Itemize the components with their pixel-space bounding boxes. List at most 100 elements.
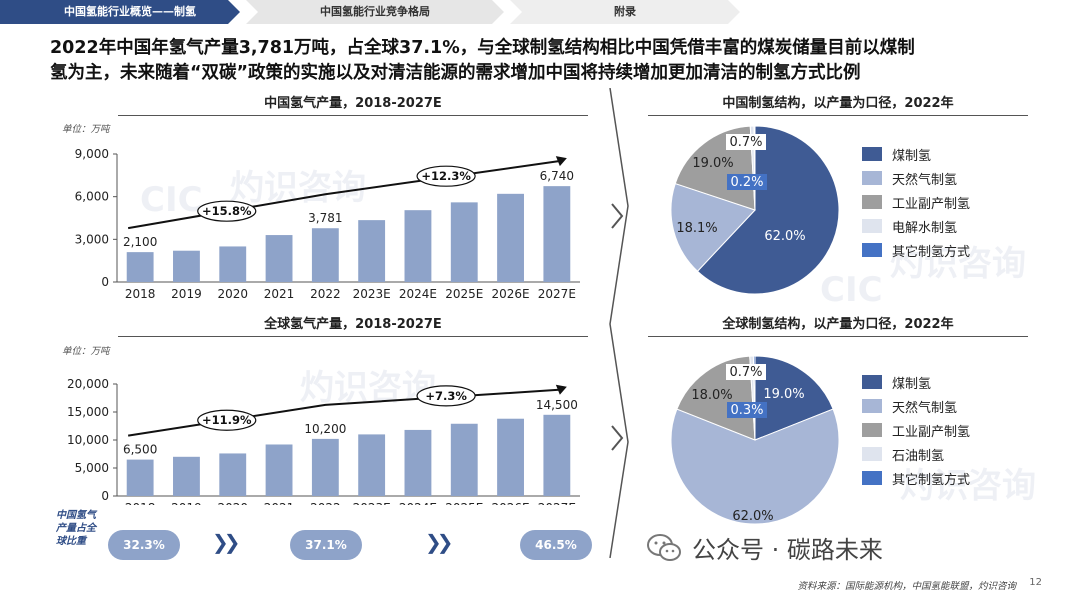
global-production-cagr-badge xyxy=(416,385,476,407)
global-production-bar xyxy=(358,434,386,496)
global-production-bar-chart: 0 5,000 10,000 15,000 20,000 2018 6,500 2019 202… xyxy=(67,377,580,505)
global-production-bar xyxy=(311,438,339,496)
china-production-bar-chart: 0 3,000 6,000 9,000 2018 2,100 2019 2020 2021 202… xyxy=(75,147,580,301)
global-structure-label-box xyxy=(726,364,766,380)
double-chevron-icon: ❯❯ xyxy=(212,530,240,554)
china-production-cagr-label: +12.3% xyxy=(421,169,471,183)
global-structure-legend-item: 工业副产制氢 xyxy=(862,418,970,442)
global-production-cagr-badge xyxy=(197,409,257,431)
global-production-bar xyxy=(173,456,200,496)
china-structure-label-box xyxy=(727,174,767,190)
china-structure-legend-label: 其它制氢方式 xyxy=(892,244,971,260)
wechat-icon xyxy=(647,533,681,561)
china-production-bar xyxy=(450,202,478,282)
china-structure-legend: 煤制氢天然气制氢工业副产制氢 电解水制氢其它制氢方式 xyxy=(862,142,970,262)
global-structure-legend: 煤制氢 天然气制氢 工业副产制氢 石油制氢 其它制氢方式 xyxy=(862,370,970,490)
china-production-bar xyxy=(311,228,339,282)
global-production-bar xyxy=(543,414,571,496)
tab-competitive-landscape[interactable]: 中国氢能行业竞争格局 xyxy=(246,0,504,24)
china-production-data-label: 6,740 xyxy=(540,169,574,183)
global-production-x-tick-label: 2019 xyxy=(171,501,202,505)
global-production-x-tick-label: 2020 xyxy=(217,501,248,505)
global-structure-slice-label: 19.0% xyxy=(763,387,804,402)
china-production-x-tick-label: 2021 xyxy=(264,287,295,301)
china-structure-label-box xyxy=(726,134,766,150)
global-structure-chart-title: 全球制氢结构，以产量为口径，2022年 xyxy=(648,315,1028,337)
china-structure-chart-title: 中国制氢结构，以产量为口径，2022年 xyxy=(648,94,1028,116)
china-production-x-tick-label: 2020 xyxy=(217,287,248,301)
section-tabs: 中国氢能行业概览——制氢 中国氢能行业竞争格局 附录 xyxy=(0,0,1080,28)
china-structure-slice-label: 18.1% xyxy=(676,221,717,236)
china-production-cagr-arrow xyxy=(127,160,559,230)
global-production-y-tick-label: 0 xyxy=(101,489,109,503)
global-structure-legend-item: 煤制氢 xyxy=(862,370,970,394)
share-pill-2018: 32.3% xyxy=(108,530,180,560)
china-structure-legend-swatch xyxy=(862,243,882,257)
global-production-x-tick-label: 2024E xyxy=(399,501,437,505)
global-production-unit: 单位：万吨 xyxy=(62,346,110,357)
global-structure-legend-item: 石油制氢 xyxy=(862,442,970,466)
share-of-global-label: 中国氢气产量占全球比重 xyxy=(56,510,96,547)
china-production-data-label: 3,781 xyxy=(308,211,342,225)
china-production-y-tick-label: 6,000 xyxy=(75,190,109,204)
china-structure-legend-swatch xyxy=(862,171,882,185)
global-structure-slice-label: 18.0% xyxy=(691,388,732,403)
china-structure-legend-swatch xyxy=(862,219,882,233)
global-production-cagr-label: +11.9% xyxy=(202,413,252,427)
wechat-account-name: 公众号 · 碳路未来 xyxy=(692,536,883,564)
global-production-bar xyxy=(126,459,154,496)
china-production-cagr-badge xyxy=(197,200,257,222)
global-production-data-label: 10,200 xyxy=(304,422,346,436)
global-production-bar xyxy=(497,418,524,496)
global-production-x-tick-label: 2027E xyxy=(538,501,576,505)
china-structure-slice-label: 62.0% xyxy=(764,229,805,244)
global-structure-legend-label: 工业副产制氢 xyxy=(892,424,971,440)
global-structure-legend-swatch xyxy=(862,375,882,389)
china-structure-legend-label: 天然气制氢 xyxy=(892,172,958,188)
china-production-data-label: 2,100 xyxy=(123,235,157,249)
china-production-bar xyxy=(173,250,200,282)
global-structure-legend-label: 其它制氢方式 xyxy=(892,472,971,488)
global-production-bar xyxy=(404,429,432,496)
page-number: 12 xyxy=(1029,577,1042,588)
global-structure-legend-item: 其它制氢方式 xyxy=(862,466,970,490)
global-structure-legend-swatch xyxy=(862,471,882,485)
china-production-x-tick-label: 2025E xyxy=(445,287,483,301)
china-structure-legend-item: 天然气制氢 xyxy=(862,166,970,190)
china-structure-legend-swatch xyxy=(862,147,882,161)
global-production-data-label: 14,500 xyxy=(536,398,578,412)
global-production-cagr-arrow xyxy=(127,388,559,437)
china-production-bar xyxy=(543,186,571,282)
double-chevron-icon: ❯❯ xyxy=(425,530,453,554)
global-production-x-tick-label: 2021 xyxy=(264,501,295,505)
china-production-bar xyxy=(265,235,293,282)
source-note: 资料来源：国际能源机构，中国氢能联盟，灼识咨询 xyxy=(797,581,1016,592)
china-structure-legend-label: 电解水制氢 xyxy=(892,220,958,236)
global-structure-legend-label: 煤制氢 xyxy=(892,376,932,392)
global-structure-slice xyxy=(754,355,834,441)
china-production-x-tick-label: 2026E xyxy=(491,287,529,301)
china-production-cagr-label: +15.8% xyxy=(202,204,252,218)
global-structure-legend-swatch xyxy=(862,423,882,437)
headline-line-2: 氢为主，未来随着“双碳”政策的实施以及对清洁能源的需求增加中国将持续增加更加清洁… xyxy=(50,63,861,83)
global-production-data-label: 6,500 xyxy=(123,443,157,457)
china-production-bar xyxy=(219,246,247,282)
tab-hydrogen-overview[interactable]: 中国氢能行业概览——制氢 xyxy=(0,0,240,24)
china-production-x-tick-label: 2022 xyxy=(310,287,341,301)
global-structure-legend-label: 石油制氢 xyxy=(892,448,945,464)
china-structure-legend-label: 工业副产制氢 xyxy=(892,196,971,212)
china-production-bar xyxy=(497,193,524,282)
global-structure-label-box xyxy=(727,402,767,418)
china-structure-legend-label: 煤制氢 xyxy=(892,148,932,164)
global-production-x-tick-label: 2018 xyxy=(125,501,156,505)
chevron-divider-icon xyxy=(609,88,629,558)
global-production-cagr-arrowhead xyxy=(555,384,567,395)
share-pill-2027: 46.5% xyxy=(520,530,592,560)
global-production-bar xyxy=(265,444,293,496)
share-pill-2022: 37.1% xyxy=(290,530,362,560)
china-structure-legend-swatch xyxy=(862,195,882,209)
china-structure-slice-label: 0.2% xyxy=(730,175,763,190)
global-structure-slice-label: 0.7% xyxy=(729,365,762,380)
tab-appendix[interactable]: 附录 xyxy=(510,0,740,24)
china-production-x-tick-label: 2027E xyxy=(538,287,576,301)
